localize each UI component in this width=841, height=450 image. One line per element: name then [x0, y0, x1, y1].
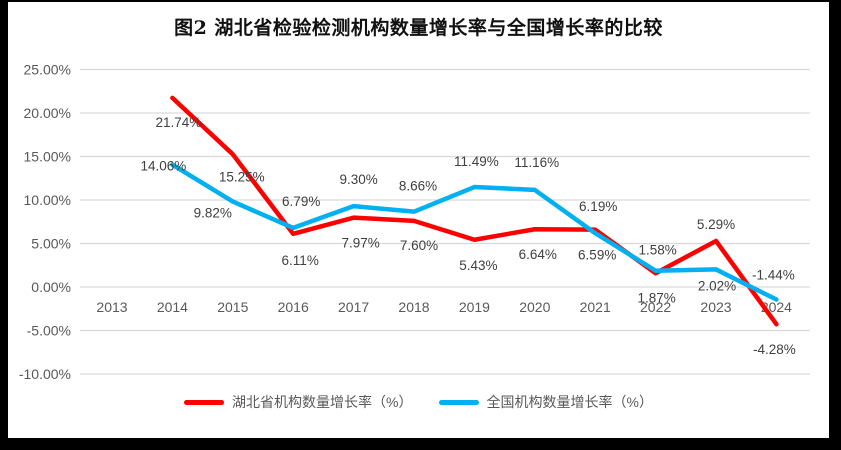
svg-text:1.87%: 1.87% [637, 291, 675, 306]
svg-text:2022: 2022 [640, 299, 671, 315]
svg-text:9.30%: 9.30% [339, 172, 377, 187]
svg-text:11.49%: 11.49% [454, 154, 499, 169]
legend-line-swatch-hubei [184, 399, 225, 405]
svg-text:15.00%: 15.00% [24, 149, 71, 165]
svg-text:6.19%: 6.19% [579, 199, 617, 214]
legend: 湖北省机构数量增长率（%） 全国机构数量增长率（%） [8, 392, 829, 412]
svg-text:-1.44%: -1.44% [752, 268, 795, 283]
svg-text:7.97%: 7.97% [341, 236, 379, 251]
svg-text:5.00%: 5.00% [31, 236, 71, 252]
svg-text:21.74%: 21.74% [156, 115, 202, 130]
svg-text:15.25%: 15.25% [219, 169, 265, 184]
chart-canvas: 图2 湖北省检验检测机构数量增长率与全国增长率的比较 25.00% 20.00% 1… [8, 2, 829, 438]
legend-label-hubei: 湖北省机构数量增长率（%） [232, 394, 413, 410]
chart-title: 图2 湖北省检验检测机构数量增长率与全国增长率的比较 [174, 17, 663, 39]
svg-text:20.00%: 20.00% [24, 105, 71, 121]
svg-text:7.60%: 7.60% [400, 238, 438, 253]
svg-text:6.79%: 6.79% [282, 194, 320, 209]
svg-text:25.00%: 25.00% [24, 62, 71, 78]
svg-text:8.66%: 8.66% [399, 179, 437, 194]
svg-text:2014: 2014 [157, 299, 188, 315]
svg-text:2017: 2017 [338, 299, 369, 315]
svg-text:14.06%: 14.06% [141, 159, 187, 174]
line-chart: 25.00% 20.00% 15.00% 10.00% 5.00% 0.00% -5.00%… [19, 62, 810, 382]
svg-text:-5.00%: -5.00% [27, 323, 71, 339]
legend-line-swatch-national [438, 399, 479, 405]
legend-label-national: 全国机构数量增长率（%） [486, 394, 653, 410]
svg-text:11.16%: 11.16% [514, 155, 559, 170]
svg-text:1.58%: 1.58% [638, 242, 676, 257]
svg-text:2023: 2023 [700, 299, 731, 315]
legend-item-national: 全国机构数量增长率（%） [438, 392, 653, 412]
svg-text:10.00%: 10.00% [24, 192, 71, 208]
svg-text:6.11%: 6.11% [282, 253, 319, 268]
svg-text:2.02%: 2.02% [698, 278, 736, 293]
svg-text:6.59%: 6.59% [578, 248, 616, 263]
svg-text:5.29%: 5.29% [697, 217, 735, 232]
svg-text:2018: 2018 [398, 299, 429, 315]
svg-text:0.00%: 0.00% [31, 279, 71, 295]
svg-text:9.82%: 9.82% [194, 206, 232, 221]
svg-text:2021: 2021 [580, 299, 611, 315]
svg-text:2020: 2020 [519, 299, 550, 315]
svg-text:6.64%: 6.64% [519, 247, 557, 262]
svg-text:2013: 2013 [96, 299, 127, 315]
svg-text:-10.00%: -10.00% [19, 366, 71, 382]
svg-text:-4.28%: -4.28% [753, 342, 796, 357]
svg-text:2015: 2015 [217, 299, 248, 315]
svg-text:2019: 2019 [459, 299, 490, 315]
legend-item-hubei: 湖北省机构数量增长率（%） [184, 392, 413, 412]
svg-text:2016: 2016 [278, 299, 309, 315]
svg-text:5.43%: 5.43% [459, 258, 497, 273]
